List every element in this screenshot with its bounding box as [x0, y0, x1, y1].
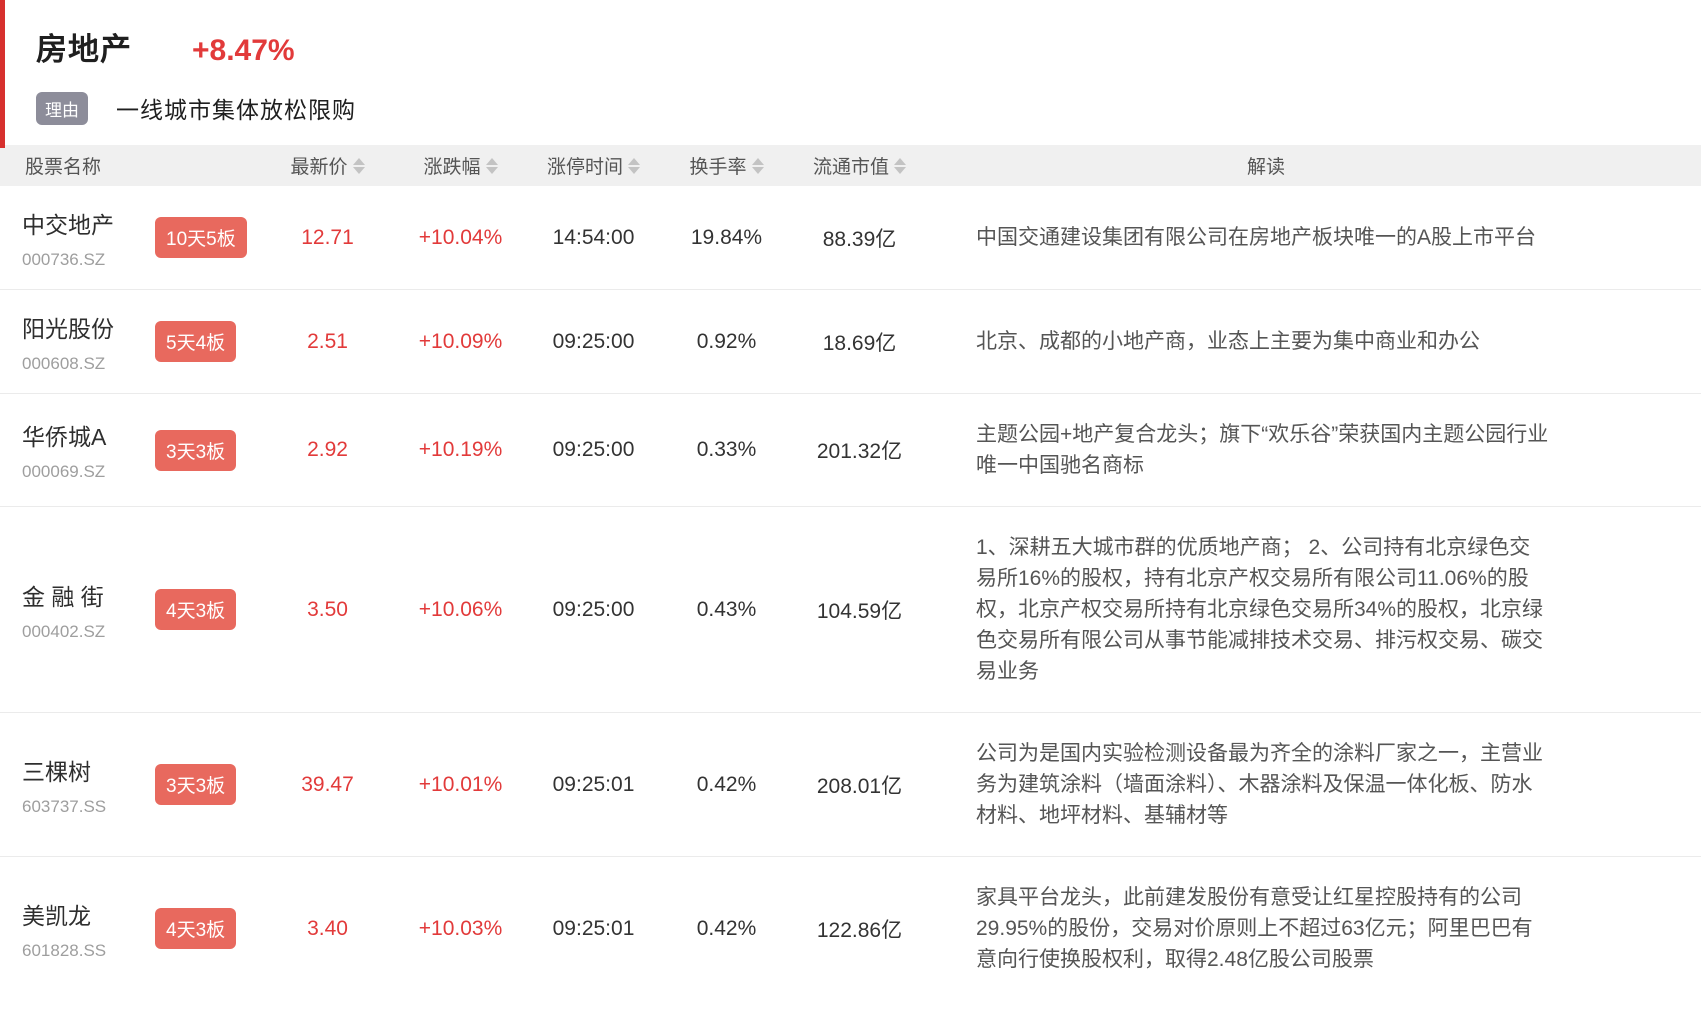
float-market-cap: 88.39亿	[822, 227, 897, 251]
sort-icon[interactable]	[894, 157, 906, 174]
change-percent: +10.03%	[418, 916, 503, 940]
sector-change-percent: +8.47%	[192, 34, 295, 67]
analysis-text: 家具平台龙头，此前建发股份有意受让红星控股持有的公司29.95%的股份，交易对价…	[976, 886, 1533, 971]
table-row[interactable]: 中交地产 000736.SZ 10天5板 12.71 +10.04% 14:54…	[0, 186, 1701, 290]
float-market-cap: 208.01亿	[816, 774, 903, 798]
sort-icon[interactable]	[751, 157, 764, 174]
stock-name[interactable]: 三棵树	[22, 758, 91, 785]
analysis-text: 北京、成都的小地产商，业态上主要为集中商业和办公	[976, 330, 1480, 353]
stock-code: 000736.SZ	[22, 249, 106, 269]
sort-icon[interactable]	[485, 157, 498, 174]
limit-up-streak-badge: 5天4板	[155, 321, 237, 362]
stock-code: 603737.SS	[22, 796, 107, 816]
column-header-label: 涨停时间	[546, 157, 623, 178]
change-percent: +10.06%	[418, 597, 503, 621]
latest-price: 12.71	[301, 225, 354, 249]
column-header-change-percent[interactable]: 涨跌幅	[394, 152, 527, 179]
limit-up-streak-badge: 4天3板	[155, 908, 237, 949]
turnover-rate: 0.42%	[696, 916, 757, 940]
turnover-rate: 0.42%	[696, 772, 757, 796]
analysis-text: 1、深耕五大城市群的优质地产商； 2、公司持有北京绿色交易所16%的股权，持有北…	[976, 536, 1544, 683]
float-market-cap: 122.86亿	[816, 918, 903, 942]
analysis-text: 公司为是国内实验检测设备最为齐全的涂料厂家之一，主营业务为建筑涂料（墙面涂料）、…	[976, 742, 1543, 827]
column-header-label: 流通市值	[812, 157, 889, 178]
stock-name[interactable]: 阳光股份	[22, 315, 114, 342]
stock-name[interactable]: 金 融 街	[22, 583, 104, 610]
stock-name[interactable]: 美凯龙	[22, 902, 91, 929]
column-header-latest-price[interactable]: 最新价	[261, 152, 394, 179]
limit-up-streak-badge: 10天5板	[155, 217, 247, 258]
change-percent: +10.04%	[418, 225, 503, 249]
float-market-cap: 104.59亿	[816, 599, 903, 623]
table-row[interactable]: 华侨城A 000069.SZ 3天3板 2.92 +10.19% 09:25:0…	[0, 394, 1701, 507]
change-percent: +10.01%	[418, 772, 503, 796]
limit-up-time: 09:25:01	[552, 772, 635, 796]
stock-code: 000608.SZ	[22, 353, 106, 373]
limit-up-time: 09:25:00	[552, 597, 635, 621]
limit-up-time: 14:54:00	[552, 225, 635, 249]
column-header-label: 换手率	[689, 157, 747, 178]
latest-price: 3.40	[307, 916, 348, 940]
stock-code: 000402.SZ	[22, 621, 106, 641]
latest-price: 2.92	[307, 438, 348, 461]
table-header-row: 股票名称 最新价 涨跌幅 涨停时间 换手率 流通市值 解读	[0, 145, 1701, 186]
column-header-float-market-cap[interactable]: 流通市值	[793, 152, 926, 179]
turnover-rate: 0.43%	[696, 597, 757, 621]
turnover-rate: 0.33%	[696, 438, 757, 461]
column-header-label: 最新价	[290, 157, 348, 178]
limit-up-time: 09:25:00	[552, 438, 635, 461]
sector-name: 房地产	[36, 32, 132, 67]
sort-icon[interactable]	[628, 157, 640, 174]
latest-price: 3.50	[307, 597, 348, 621]
limit-up-time: 09:25:01	[552, 916, 635, 940]
table-row[interactable]: 三棵树 603737.SS 3天3板 39.47 +10.01% 09:25:0…	[0, 713, 1701, 857]
column-header-limit-up-time[interactable]: 涨停时间	[527, 152, 660, 179]
accent-bar	[0, 0, 5, 148]
stock-name[interactable]: 中交地产	[22, 211, 114, 238]
column-header-analysis: 解读	[1246, 157, 1285, 178]
float-market-cap: 18.69亿	[822, 331, 897, 355]
analysis-text: 中国交通建设集团有限公司在房地产板块唯一的A股上市平台	[976, 226, 1537, 249]
stock-code: 601828.SS	[22, 940, 107, 960]
float-market-cap: 201.32亿	[816, 440, 903, 463]
limit-up-time: 09:25:00	[552, 329, 635, 353]
table-row[interactable]: 阳光股份 000608.SZ 5天4板 2.51 +10.09% 09:25:0…	[0, 290, 1701, 394]
latest-price: 39.47	[301, 772, 354, 796]
column-header-label: 涨跌幅	[423, 157, 481, 178]
sector-header: 房地产 +8.47% 理由 一线城市集体放松限购	[0, 0, 1701, 148]
sort-icon[interactable]	[352, 157, 365, 174]
latest-price: 2.51	[307, 329, 348, 353]
analysis-text: 主题公园+地产复合龙头；旗下“欢乐谷”荣获国内主题公园行业唯一中国驰名商标	[976, 423, 1549, 477]
table-row[interactable]: 美凯龙 601828.SS 4天3板 3.40 +10.03% 09:25:01…	[0, 857, 1701, 1000]
stock-table-body: 中交地产 000736.SZ 10天5板 12.71 +10.04% 14:54…	[0, 186, 1701, 1000]
limit-up-streak-badge: 3天3板	[155, 764, 237, 805]
turnover-rate: 0.92%	[696, 329, 757, 353]
stock-name[interactable]: 华侨城A	[22, 424, 107, 450]
change-percent: +10.19%	[418, 438, 503, 461]
reason-badge: 理由	[36, 91, 88, 125]
column-header-turnover-rate[interactable]: 换手率	[660, 152, 793, 179]
change-percent: +10.09%	[418, 329, 503, 353]
limit-up-streak-badge: 3天3板	[155, 429, 237, 471]
limit-up-streak-badge: 4天3板	[155, 589, 237, 630]
reason-text: 一线城市集体放松限购	[116, 97, 356, 123]
table-row[interactable]: 金 融 街 000402.SZ 4天3板 3.50 +10.06% 09:25:…	[0, 507, 1701, 713]
turnover-rate: 19.84%	[690, 225, 763, 249]
stock-code: 000069.SZ	[22, 462, 106, 481]
column-header-stock-name: 股票名称	[25, 157, 102, 178]
